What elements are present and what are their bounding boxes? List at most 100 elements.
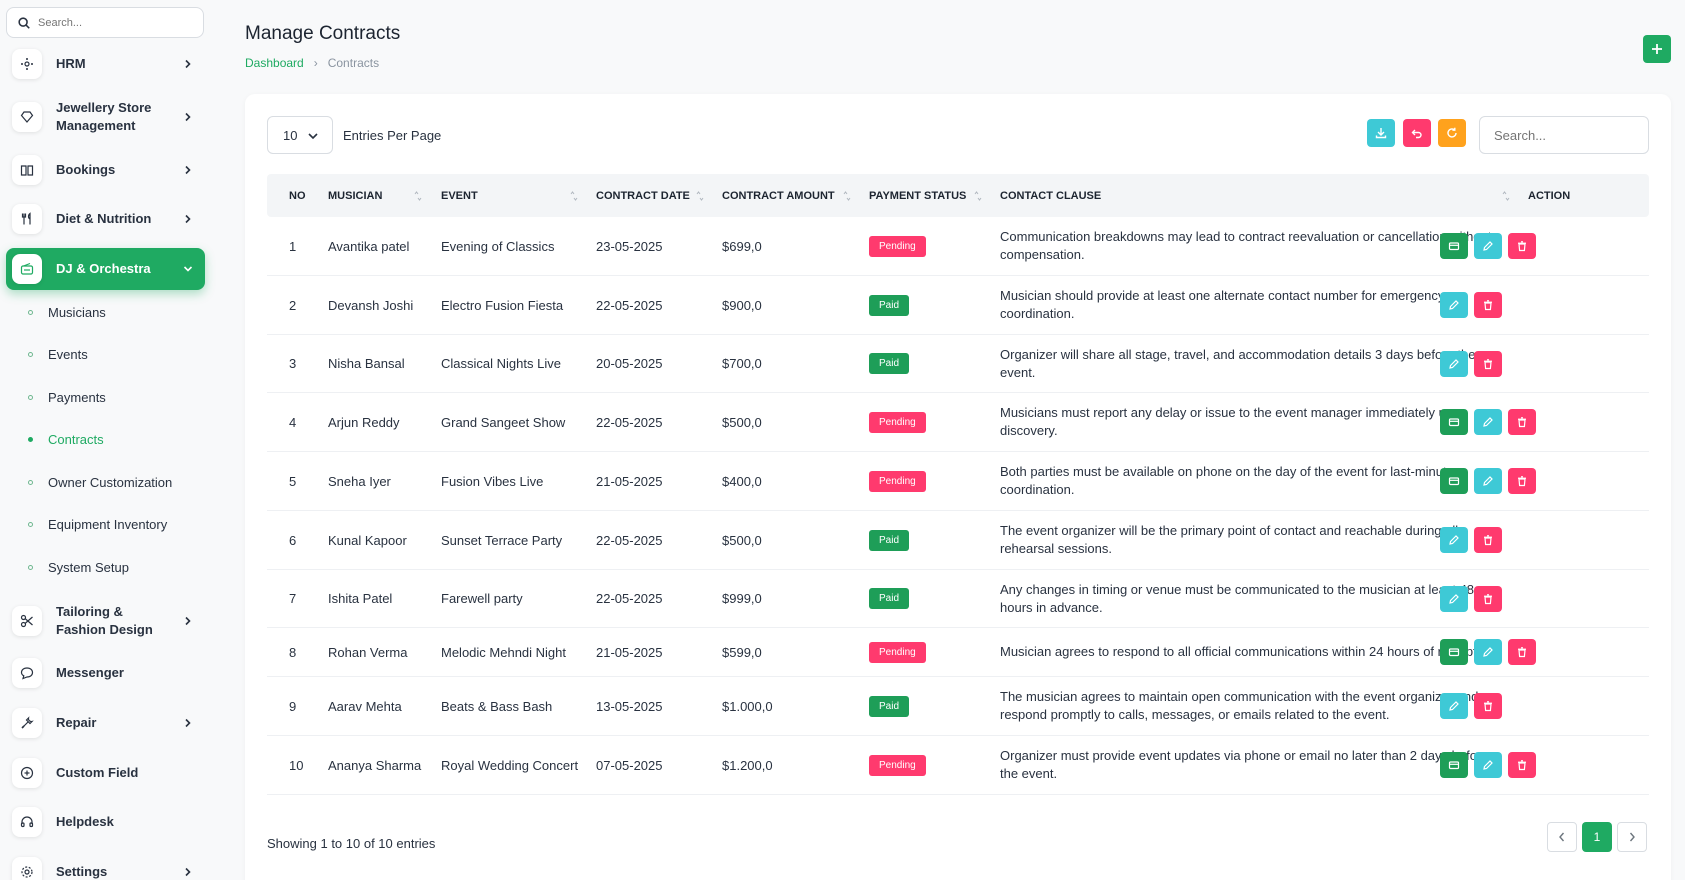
page-1-button[interactable]: 1	[1582, 822, 1612, 852]
edit-button[interactable]	[1440, 350, 1468, 377]
clause-text: The event organizer will be the primary …	[1000, 523, 1459, 556]
add-contract-button[interactable]	[1643, 35, 1671, 63]
sidebar-item-hrm[interactable]: HRM	[6, 48, 205, 80]
clause-text: Both parties must be available on phone …	[1000, 464, 1454, 497]
entries-select[interactable]: 10	[267, 116, 333, 154]
trash-icon	[1518, 417, 1526, 428]
sort-icon[interactable]	[569, 190, 579, 202]
delete-button[interactable]	[1508, 639, 1536, 665]
status-badge: Paid	[869, 294, 910, 316]
pay-button[interactable]	[1440, 233, 1468, 259]
delete-button[interactable]	[1474, 693, 1502, 719]
back-button[interactable]	[1403, 119, 1431, 147]
plus-icon	[1652, 44, 1662, 54]
tools-icon	[12, 708, 42, 738]
sort-icon[interactable]	[973, 190, 983, 202]
next-page-button[interactable]	[1617, 822, 1647, 852]
sort-icon[interactable]	[695, 190, 705, 202]
sidebar-item-settings[interactable]: Settings	[6, 856, 205, 880]
delete-button[interactable]	[1474, 350, 1502, 377]
sidebar-subitem-system-setup[interactable]: System Setup	[28, 560, 129, 575]
sidebar-item-jewellery-store-management[interactable]: Jewellery Store Management	[6, 92, 205, 142]
sidebar-item-repair[interactable]: Repair	[6, 707, 205, 739]
chevron-right-icon	[185, 59, 191, 69]
sidebar-search-input[interactable]	[38, 16, 188, 29]
delete-button[interactable]	[1474, 527, 1502, 553]
pay-button[interactable]	[1440, 752, 1468, 778]
edit-button[interactable]	[1440, 693, 1468, 719]
cell-date: 07-05-2025	[596, 757, 663, 773]
cell-event: Evening of Classics	[441, 238, 555, 254]
sidebar-item-helpdesk[interactable]: Helpdesk	[6, 806, 205, 838]
status-badge: Pending	[869, 754, 926, 776]
breadcrumb-separator-icon: ›	[313, 56, 318, 70]
delete-button[interactable]	[1474, 292, 1502, 318]
delete-button[interactable]	[1474, 585, 1502, 612]
prev-page-button[interactable]	[1547, 822, 1577, 852]
sidebar: HRM Jewellery Store Management Bookings Die…	[0, 0, 215, 880]
sidebar-subitem-owner-customization[interactable]: Owner Customization	[28, 475, 172, 490]
column-header-contact-clause[interactable]: CONTACT CLAUSE	[1000, 189, 1102, 202]
delete-button[interactable]	[1508, 409, 1536, 435]
delete-button[interactable]	[1508, 468, 1536, 494]
cell-amount: $700,0	[722, 356, 762, 371]
clause-text: Musician agrees to respond to all offici…	[1000, 644, 1481, 659]
pay-button[interactable]	[1440, 639, 1468, 665]
cell-no: 6	[289, 532, 297, 548]
table-row: 2 Devansh Joshi Electro Fusion Fiesta 22-05…	[267, 276, 1649, 335]
sidebar-item-bookings[interactable]: Bookings	[6, 154, 205, 186]
column-header-contract-amount[interactable]: CONTRACT AMOUNT	[722, 189, 835, 202]
sidebar-item-messenger[interactable]: Messenger	[6, 657, 205, 689]
sidebar-item-label: Jewellery Store Management	[56, 100, 152, 133]
status-badge: Pending	[869, 470, 926, 492]
hrm-icon	[12, 49, 42, 79]
sidebar-item-diet-nutrition[interactable]: Diet & Nutrition	[6, 203, 205, 235]
sort-icon[interactable]	[413, 190, 423, 202]
cell-date: 22-05-2025	[596, 591, 663, 606]
cell-no: 5	[289, 473, 297, 489]
column-header-event[interactable]: EVENT	[441, 189, 478, 202]
pay-button[interactable]	[1440, 468, 1468, 494]
column-header-contract-date[interactable]: CONTRACT DATE	[596, 189, 690, 202]
sidebar-subitem-equipment-inventory[interactable]: Equipment Inventory	[28, 517, 167, 532]
edit-button[interactable]	[1474, 409, 1502, 435]
cell-musician: Ananya Sharma	[328, 757, 422, 773]
sidebar-subitem-payments[interactable]: Payments	[28, 390, 106, 405]
sidebar-item-label: HRM	[56, 56, 86, 71]
column-header-payment-status[interactable]: PAYMENT STATUS	[869, 189, 967, 202]
sidebar-item-dj-orchestra[interactable]: DJ & Orchestra	[6, 248, 205, 290]
sidebar-subitem-label: Owner Customization	[48, 475, 173, 490]
cell-no: 4	[289, 414, 297, 430]
sort-icon[interactable]	[1501, 190, 1511, 202]
delete-button[interactable]	[1508, 233, 1536, 259]
edit-button[interactable]	[1440, 527, 1468, 553]
cell-status: Paid	[869, 511, 910, 569]
sort-icon[interactable]	[842, 190, 852, 202]
cell-event: Farewell party	[441, 591, 523, 606]
pencil-icon	[1483, 476, 1493, 486]
export-button[interactable]	[1367, 119, 1395, 147]
sidebar-item-custom-field[interactable]: Custom Field	[6, 757, 205, 789]
delete-button[interactable]	[1508, 752, 1536, 778]
table-search-input[interactable]	[1479, 116, 1649, 154]
refresh-button[interactable]	[1438, 119, 1466, 147]
edit-button[interactable]	[1474, 468, 1502, 494]
sidebar-subitem-contracts[interactable]: Contracts	[28, 432, 104, 447]
sidebar-subitem-events[interactable]: Events	[28, 347, 88, 362]
edit-button[interactable]	[1474, 752, 1502, 778]
pencil-icon	[1483, 417, 1493, 427]
sidebar-item-tailoring-fashion-design[interactable]: Tailoring & Fashion Design	[6, 600, 205, 642]
column-header-musician[interactable]: MUSICIAN	[328, 189, 383, 202]
column-header-no[interactable]: NO	[289, 189, 306, 202]
table-row: 3 Nisha Bansal Classical Nights Live 20-05-…	[267, 335, 1649, 393]
breadcrumb-dashboard[interactable]: Dashboard	[245, 56, 304, 70]
sidebar-search[interactable]	[6, 7, 204, 38]
pay-button[interactable]	[1440, 409, 1468, 435]
cell-clause: The event organizer will be the primary …	[1000, 511, 1505, 569]
edit-button[interactable]	[1440, 585, 1468, 612]
edit-button[interactable]	[1474, 639, 1502, 665]
cell-no: 8	[289, 644, 297, 660]
edit-button[interactable]	[1474, 233, 1502, 259]
edit-button[interactable]	[1440, 292, 1468, 318]
sidebar-subitem-musicians[interactable]: Musicians	[28, 305, 106, 320]
